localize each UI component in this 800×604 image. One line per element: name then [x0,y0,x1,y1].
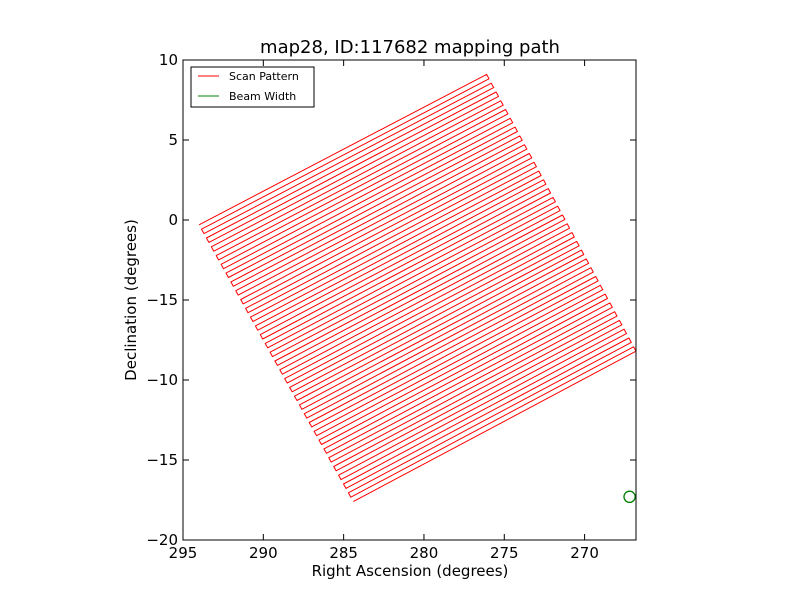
y-tick-label: −20 [146,531,178,549]
y-axis-label: Declination (degrees) [122,219,140,381]
scan-pattern-path [198,73,637,503]
legend: Scan Pattern Beam Width [190,66,315,108]
x-axis-label: Right Ascension (degrees) [312,562,509,580]
y-tick-label: 5 [168,131,178,149]
x-tick-label: 295 [169,544,198,562]
y-tick-label: −15 [146,291,178,309]
x-tick-label: 280 [410,544,439,562]
x-axis: 295 290 285 280 275 270 [169,60,599,562]
y-tick-label: 10 [159,51,178,69]
x-tick-label: 270 [570,544,599,562]
x-tick-label: 285 [329,544,358,562]
legend-label-beam-width: Beam Width [229,90,296,103]
y-tick-label: 0 [168,211,178,229]
legend-label-scan-pattern: Scan Pattern [229,70,299,83]
x-tick-label: 275 [490,544,519,562]
x-tick-label: 290 [249,544,278,562]
scan-pattern-series [198,73,637,503]
beam-width-series [623,490,636,504]
legend-box [190,66,315,108]
y-tick-label: −15 [146,451,178,469]
y-tick-label: −10 [146,371,178,389]
y-axis: 10 5 0 −15 −10 −15 −20 [146,51,636,549]
beam-width-circle [623,490,636,504]
chart-title: map28, ID:117682 mapping path [260,37,560,58]
